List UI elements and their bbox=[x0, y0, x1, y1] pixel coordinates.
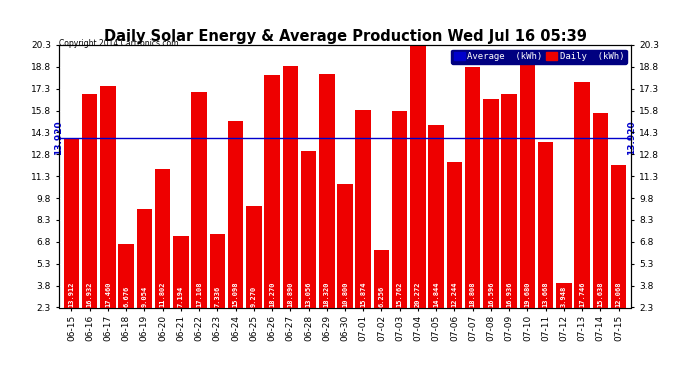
Text: 12.244: 12.244 bbox=[451, 281, 457, 307]
Bar bbox=[100, 86, 116, 308]
Text: 3.948: 3.948 bbox=[561, 285, 567, 307]
Text: 13.668: 13.668 bbox=[542, 281, 549, 307]
Bar bbox=[82, 94, 97, 308]
Text: 9.270: 9.270 bbox=[250, 285, 257, 307]
Text: 17.108: 17.108 bbox=[196, 281, 202, 307]
Text: 15.762: 15.762 bbox=[397, 281, 403, 307]
Bar bbox=[502, 94, 517, 308]
Bar bbox=[611, 165, 627, 308]
Text: 6.676: 6.676 bbox=[123, 285, 129, 307]
Text: 7.194: 7.194 bbox=[178, 285, 184, 307]
Bar bbox=[556, 284, 571, 308]
Text: 13.920: 13.920 bbox=[54, 121, 63, 155]
Bar bbox=[538, 142, 553, 308]
Bar bbox=[246, 206, 262, 308]
Text: 11.802: 11.802 bbox=[159, 281, 166, 307]
Text: 18.270: 18.270 bbox=[269, 281, 275, 307]
Bar bbox=[155, 169, 170, 308]
Text: 15.638: 15.638 bbox=[598, 281, 603, 307]
Text: 10.800: 10.800 bbox=[342, 281, 348, 307]
Text: 14.844: 14.844 bbox=[433, 281, 440, 307]
Bar bbox=[446, 162, 462, 308]
Text: 17.460: 17.460 bbox=[105, 281, 111, 307]
Text: 13.912: 13.912 bbox=[68, 281, 75, 307]
Bar bbox=[374, 250, 389, 308]
Text: 6.256: 6.256 bbox=[379, 285, 384, 307]
Bar bbox=[191, 92, 207, 308]
Legend: Average  (kWh), Daily  (kWh): Average (kWh), Daily (kWh) bbox=[451, 50, 627, 64]
Text: Copyright 2014 Cartronics.com: Copyright 2014 Cartronics.com bbox=[59, 39, 178, 48]
Bar bbox=[228, 121, 244, 308]
Bar bbox=[355, 110, 371, 308]
Text: 12.068: 12.068 bbox=[615, 281, 622, 307]
Text: 13.920: 13.920 bbox=[627, 121, 636, 155]
Bar bbox=[210, 234, 225, 308]
Text: 16.596: 16.596 bbox=[488, 281, 494, 307]
Bar bbox=[392, 111, 408, 308]
Text: 13.056: 13.056 bbox=[306, 281, 311, 307]
Text: 7.336: 7.336 bbox=[215, 285, 220, 307]
Bar bbox=[337, 183, 353, 308]
Bar bbox=[465, 67, 480, 308]
Bar bbox=[520, 54, 535, 307]
Bar bbox=[119, 244, 134, 308]
Bar bbox=[483, 99, 499, 308]
Bar bbox=[593, 113, 608, 308]
Text: 18.890: 18.890 bbox=[287, 281, 293, 307]
Bar bbox=[264, 75, 280, 308]
Bar bbox=[282, 66, 298, 308]
Text: 15.098: 15.098 bbox=[233, 281, 239, 307]
Text: 15.874: 15.874 bbox=[360, 281, 366, 307]
Bar bbox=[410, 45, 426, 308]
Bar bbox=[428, 124, 444, 308]
Text: 17.746: 17.746 bbox=[579, 281, 585, 307]
Text: 9.054: 9.054 bbox=[141, 285, 148, 307]
Text: 18.808: 18.808 bbox=[470, 281, 475, 307]
Bar bbox=[574, 82, 590, 308]
Text: 16.932: 16.932 bbox=[87, 281, 92, 307]
Title: Daily Solar Energy & Average Production Wed Jul 16 05:39: Daily Solar Energy & Average Production … bbox=[104, 29, 586, 44]
Bar bbox=[137, 209, 152, 308]
Text: 20.272: 20.272 bbox=[415, 281, 421, 307]
Bar bbox=[63, 138, 79, 308]
Bar bbox=[301, 151, 316, 308]
Bar bbox=[173, 236, 188, 308]
Bar bbox=[319, 74, 335, 308]
Text: 16.936: 16.936 bbox=[506, 281, 512, 307]
Text: 18.320: 18.320 bbox=[324, 281, 330, 307]
Text: 19.680: 19.680 bbox=[524, 281, 531, 307]
